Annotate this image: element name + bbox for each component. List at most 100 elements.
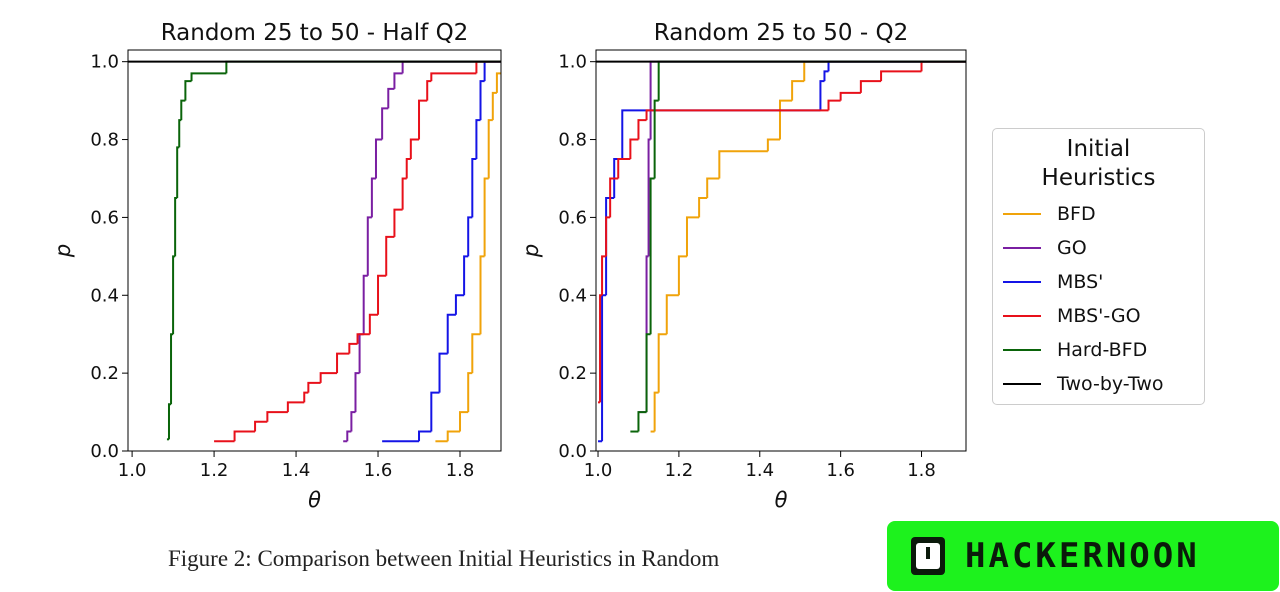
legend-entry: BFD bbox=[993, 197, 1204, 231]
step-segment bbox=[366, 216, 372, 276]
y-tick-label: 0.0 bbox=[90, 441, 119, 462]
y-axis-label: p bbox=[519, 244, 543, 258]
step-segment bbox=[645, 333, 651, 413]
step-segment bbox=[475, 119, 481, 160]
step-segment bbox=[178, 119, 182, 148]
step-segment bbox=[459, 411, 469, 432]
step-segment bbox=[601, 255, 607, 296]
step-segment bbox=[657, 60, 966, 101]
step-segment bbox=[170, 333, 174, 405]
step-segment bbox=[609, 177, 619, 218]
step-segment bbox=[665, 294, 679, 335]
step-segment bbox=[180, 99, 186, 121]
step-segment bbox=[286, 401, 305, 413]
y-tick-label: 1.0 bbox=[558, 52, 587, 73]
step-segment bbox=[637, 411, 647, 432]
y-tick-label: 0.8 bbox=[90, 130, 119, 151]
x-tick-label: 1.0 bbox=[584, 460, 613, 481]
y-tick-label: 1.0 bbox=[90, 52, 119, 73]
x-axis-label: θ bbox=[775, 488, 788, 512]
x-tick-label: 1.8 bbox=[907, 460, 936, 481]
step-segment bbox=[350, 411, 356, 432]
step-segment bbox=[418, 430, 432, 442]
y-tick-label: 0.2 bbox=[558, 363, 587, 384]
step-segment bbox=[629, 138, 639, 160]
step-segment bbox=[823, 70, 829, 82]
step-segment bbox=[356, 333, 370, 344]
step-segment bbox=[174, 196, 178, 257]
step-segment bbox=[446, 313, 456, 354]
step-segment bbox=[698, 196, 708, 218]
badge-icon bbox=[911, 537, 945, 575]
step-segment bbox=[467, 216, 473, 257]
step-segment bbox=[617, 158, 631, 179]
step-segment bbox=[374, 138, 383, 179]
legend-swatch bbox=[1003, 247, 1041, 249]
step-segment bbox=[358, 333, 364, 374]
y-tick-label: 0.8 bbox=[558, 130, 587, 151]
step-segment bbox=[819, 80, 825, 111]
legend-label: BFD bbox=[1057, 203, 1096, 225]
step-segment bbox=[387, 87, 395, 109]
step-segment bbox=[657, 333, 667, 393]
step-segment bbox=[430, 391, 440, 432]
legend-swatch bbox=[1003, 213, 1041, 215]
x-tick-label: 1.2 bbox=[200, 460, 229, 481]
legend-label: MBS'-GO bbox=[1057, 305, 1141, 327]
step-segment bbox=[605, 216, 611, 257]
legend-entry: Hard-BFD bbox=[993, 333, 1204, 367]
step-segment bbox=[839, 91, 861, 101]
legend-entry: MBS' bbox=[993, 265, 1204, 299]
step-segment bbox=[401, 177, 407, 210]
step-segment bbox=[649, 60, 966, 140]
step-segment bbox=[348, 342, 358, 354]
step-segment bbox=[475, 60, 501, 74]
plot-area bbox=[128, 60, 501, 443]
y-tick-label: 0.4 bbox=[90, 285, 119, 306]
legend-swatch bbox=[1003, 281, 1041, 283]
step-segment bbox=[647, 138, 651, 257]
step-segment bbox=[479, 80, 485, 121]
step-segment bbox=[430, 72, 477, 82]
step-segment bbox=[336, 352, 350, 374]
step-segment bbox=[653, 391, 659, 432]
step-segment bbox=[859, 80, 882, 93]
caption: Figure 2: Comparison between Initial Heu… bbox=[168, 546, 720, 571]
step-segment bbox=[176, 146, 180, 198]
legend-label: Two-by-Two bbox=[1057, 373, 1164, 395]
x-tick-label: 1.6 bbox=[826, 460, 855, 481]
step-segment bbox=[346, 430, 352, 442]
legend-label: GO bbox=[1057, 237, 1087, 259]
step-segment bbox=[766, 138, 780, 152]
step-segment bbox=[303, 391, 309, 403]
step-segment bbox=[471, 158, 477, 218]
step-segment bbox=[401, 60, 501, 74]
hackernoon-badge[interactable]: HACKERNOON bbox=[887, 521, 1279, 591]
step-segment bbox=[393, 208, 403, 237]
step-segment bbox=[685, 216, 700, 257]
step-segment bbox=[880, 70, 922, 82]
step-segment bbox=[370, 177, 376, 218]
step-segment bbox=[362, 274, 368, 335]
x-tick-label: 1.4 bbox=[282, 460, 311, 481]
legend-label: MBS' bbox=[1057, 271, 1104, 293]
legend-entry: GO bbox=[993, 231, 1204, 265]
step-segment bbox=[653, 99, 659, 179]
step-segment bbox=[368, 313, 379, 335]
step-segment bbox=[649, 177, 655, 335]
step-segment bbox=[920, 60, 966, 72]
step-segment bbox=[190, 72, 227, 82]
step-segment bbox=[827, 99, 841, 111]
step-segment bbox=[266, 411, 288, 422]
axes-frame bbox=[127, 49, 502, 452]
legend-label: Hard-BFD bbox=[1057, 339, 1148, 361]
chart: Random 25 to 50 - Half Q2 θ p 1.0 1.2 1.4 1.6 1… bbox=[51, 20, 967, 512]
x-axis-label: θ bbox=[308, 488, 321, 512]
y-tick-label: 0.2 bbox=[90, 363, 119, 384]
step-segment bbox=[405, 158, 411, 179]
step-segment bbox=[479, 255, 485, 335]
step-segment bbox=[463, 255, 469, 296]
step-segment bbox=[418, 99, 428, 140]
step-segment bbox=[446, 430, 461, 442]
